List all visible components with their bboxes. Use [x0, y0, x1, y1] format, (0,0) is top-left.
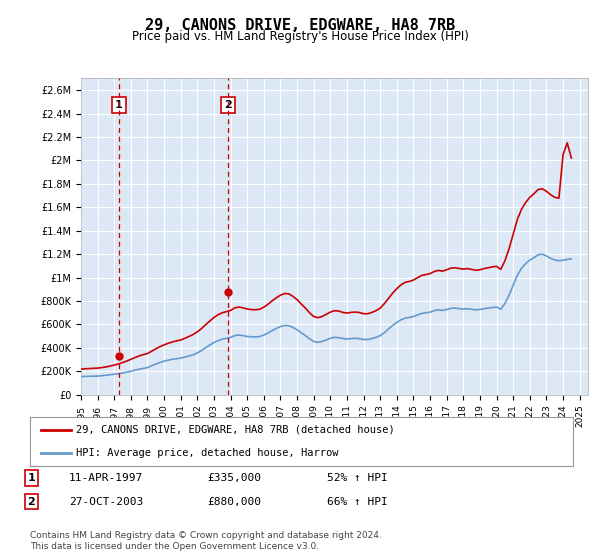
- Text: 1: 1: [115, 100, 122, 110]
- Text: 1: 1: [28, 473, 35, 483]
- Text: 29, CANONS DRIVE, EDGWARE, HA8 7RB: 29, CANONS DRIVE, EDGWARE, HA8 7RB: [145, 18, 455, 33]
- Text: 66% ↑ HPI: 66% ↑ HPI: [327, 497, 388, 507]
- Text: Price paid vs. HM Land Registry's House Price Index (HPI): Price paid vs. HM Land Registry's House …: [131, 30, 469, 43]
- Text: £335,000: £335,000: [207, 473, 261, 483]
- Text: 29, CANONS DRIVE, EDGWARE, HA8 7RB (detached house): 29, CANONS DRIVE, EDGWARE, HA8 7RB (deta…: [76, 425, 395, 435]
- Text: 2: 2: [224, 100, 232, 110]
- Text: 2: 2: [28, 497, 35, 507]
- Text: 11-APR-1997: 11-APR-1997: [69, 473, 143, 483]
- Text: Contains HM Land Registry data © Crown copyright and database right 2024.: Contains HM Land Registry data © Crown c…: [30, 531, 382, 540]
- Text: This data is licensed under the Open Government Licence v3.0.: This data is licensed under the Open Gov…: [30, 542, 319, 550]
- Text: £880,000: £880,000: [207, 497, 261, 507]
- Text: 52% ↑ HPI: 52% ↑ HPI: [327, 473, 388, 483]
- Text: 27-OCT-2003: 27-OCT-2003: [69, 497, 143, 507]
- Text: HPI: Average price, detached house, Harrow: HPI: Average price, detached house, Harr…: [76, 447, 338, 458]
